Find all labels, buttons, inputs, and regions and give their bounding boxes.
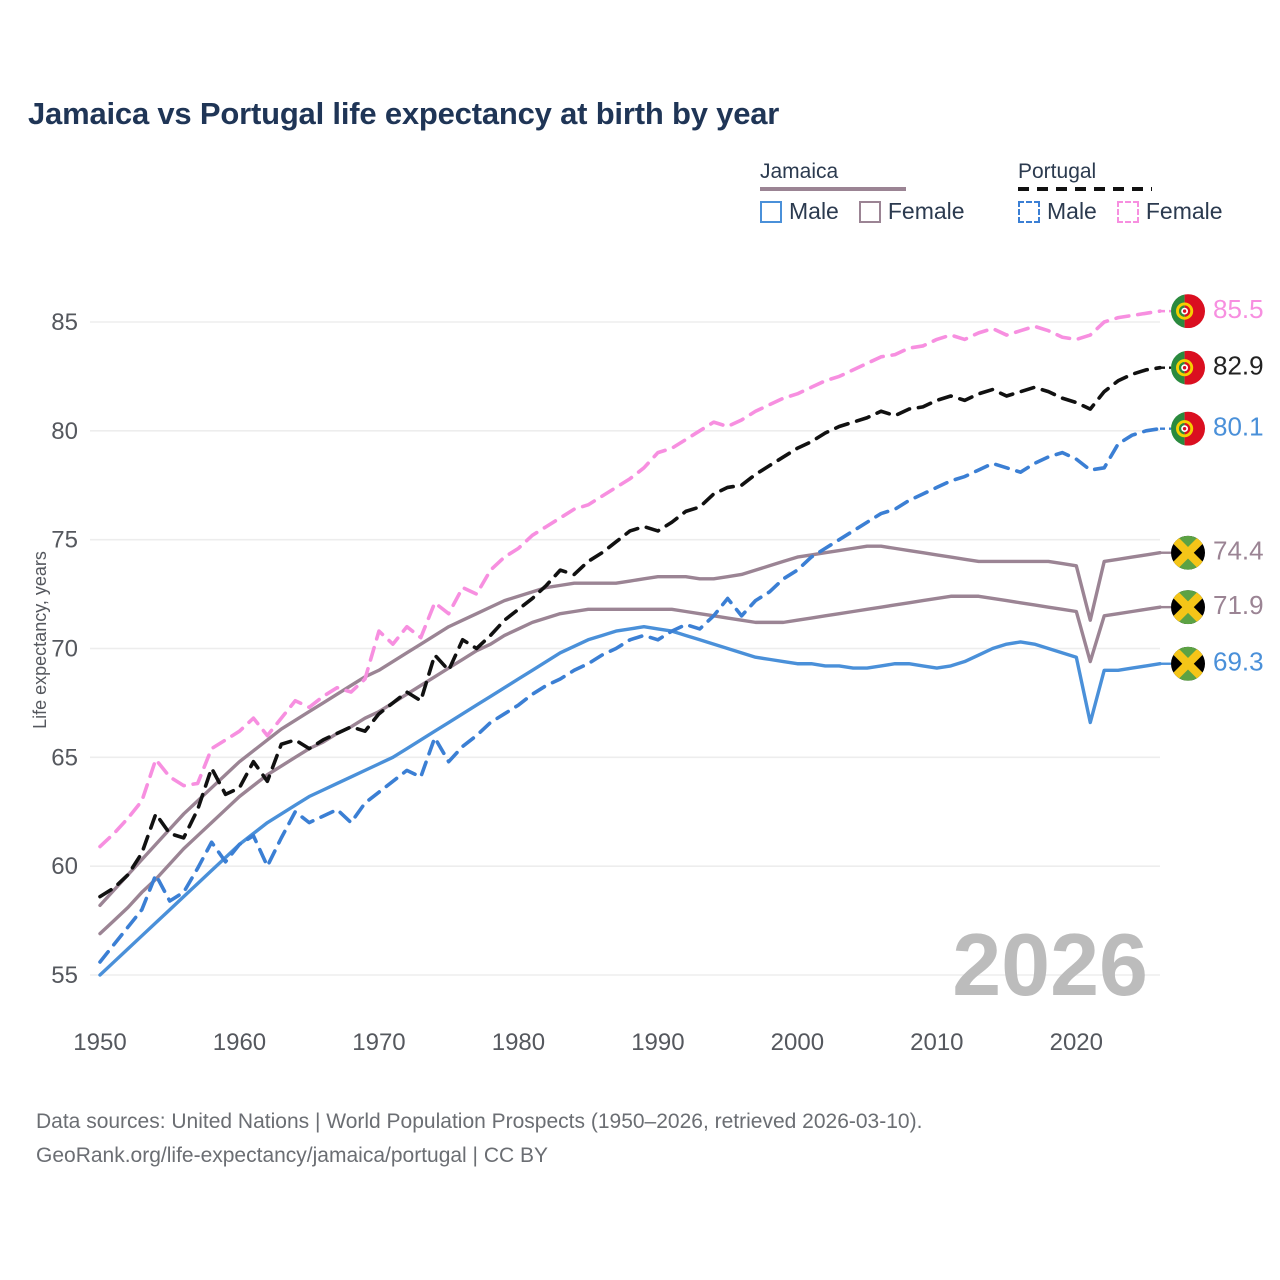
y-axis-title: Life expectancy, years bbox=[30, 551, 50, 729]
x-axis-tick-label: 2000 bbox=[771, 1029, 824, 1056]
legend-item-jamaica-female[interactable]: Female bbox=[858, 198, 965, 225]
x-axis-tick-label: 1990 bbox=[631, 1029, 684, 1056]
jamaica-flag-icon bbox=[1171, 535, 1205, 570]
legend-group-title-jamaica: Jamaica bbox=[760, 160, 839, 183]
end-label-value: 80.1 bbox=[1213, 412, 1264, 442]
x-axis-tick-label: 2010 bbox=[910, 1029, 963, 1056]
y-axis-tick-label: 65 bbox=[51, 744, 78, 771]
series-line-jamaica-female bbox=[98, 594, 1162, 936]
y-axis-tick-label: 80 bbox=[51, 418, 78, 445]
legend-group-portugal: Portugal Male Female bbox=[1018, 160, 1223, 224]
gridlines bbox=[90, 321, 1160, 976]
series-line-portugal-male bbox=[98, 426, 1162, 964]
end-label-marker: 85.5 bbox=[1160, 294, 1264, 329]
end-label-value: 85.5 bbox=[1213, 294, 1264, 324]
end-label-marker: 82.9 bbox=[1160, 351, 1264, 385]
legend-label-portugal-female: Female bbox=[1145, 198, 1223, 224]
end-label-value: 71.9 bbox=[1213, 590, 1264, 620]
series-line-jamaica-female-upper bbox=[98, 544, 1162, 908]
y-axis-tick-label: 70 bbox=[51, 636, 78, 663]
series-line-portugal-male-upper bbox=[98, 365, 1162, 899]
series-line-portugal-female bbox=[98, 309, 1162, 849]
y-axis-tick-label: 55 bbox=[51, 962, 78, 989]
end-label-marker: 80.1 bbox=[1160, 412, 1264, 446]
y-axis-tick-label: 60 bbox=[51, 853, 78, 880]
legend-swatch-icon-jamaica-male bbox=[760, 200, 782, 223]
legend-items-jamaica: Male Female bbox=[760, 198, 965, 225]
series-lines bbox=[98, 309, 1162, 977]
jamaica-flag-icon bbox=[1171, 646, 1205, 681]
jamaica-flag-icon bbox=[1171, 590, 1205, 625]
end-label-marker: 69.3 bbox=[1160, 647, 1264, 681]
legend-rule-jamaica bbox=[760, 187, 906, 191]
legend: Jamaica Male Female Portugal Male bbox=[760, 160, 1260, 246]
x-axis-tick-label: 1950 bbox=[73, 1029, 126, 1056]
legend-item-portugal-male[interactable]: Male bbox=[1018, 198, 1097, 225]
legend-item-jamaica-male[interactable]: Male bbox=[760, 198, 839, 225]
footer-attribution-line[interactable]: GeoRank.org/life-expectancy/jamaica/port… bbox=[36, 1144, 549, 1168]
legend-items-portugal: Male Female bbox=[1018, 198, 1223, 225]
legend-label-jamaica-female: Female bbox=[887, 198, 965, 224]
page-title: Jamaica vs Portugal life expectancy at b… bbox=[28, 96, 780, 131]
legend-label-jamaica-male: Male bbox=[789, 198, 839, 224]
x-axis-tick-label: 2020 bbox=[1050, 1029, 1103, 1056]
footer: Data sources: United Nations | World Pop… bbox=[36, 1105, 1236, 1173]
end-labels: 85.5 82.9 80.1 74.4 71.9 69.3 bbox=[1160, 294, 1264, 681]
x-axis-tick-label: 1980 bbox=[492, 1029, 545, 1056]
footer-sources-line: Data sources: United Nations | World Pop… bbox=[36, 1110, 923, 1133]
legend-swatch-icon-portugal-female bbox=[1116, 200, 1139, 223]
y-axis-tick-labels: 55 60 65 70 75 80 85 bbox=[51, 309, 78, 989]
x-axis-tick-label: 1960 bbox=[213, 1029, 266, 1056]
x-axis-tick-labels: 1950 1960 1970 1980 1990 2000 2010 2020 bbox=[73, 1029, 1103, 1056]
y-axis-tick-label: 75 bbox=[51, 527, 78, 554]
legend-rule-portugal bbox=[1018, 187, 1152, 191]
end-label-value: 82.9 bbox=[1213, 351, 1264, 381]
end-label-value: 74.4 bbox=[1213, 536, 1264, 566]
end-label-value: 69.3 bbox=[1213, 647, 1264, 677]
legend-group-jamaica: Jamaica Male Female bbox=[760, 160, 965, 224]
legend-item-portugal-female[interactable]: Female bbox=[1116, 198, 1223, 225]
end-label-marker: 74.4 bbox=[1160, 536, 1264, 570]
legend-group-title-portugal: Portugal bbox=[1018, 160, 1097, 183]
legend-swatch-icon-jamaica-female bbox=[858, 200, 881, 223]
end-label-marker: 71.9 bbox=[1160, 590, 1264, 625]
portugal-flag-icon bbox=[1171, 411, 1205, 446]
legend-swatch-icon-portugal-male bbox=[1018, 200, 1040, 223]
portugal-flag-icon bbox=[1171, 350, 1205, 385]
series-line-jamaica-male bbox=[98, 625, 1162, 977]
legend-label-portugal-male: Male bbox=[1047, 198, 1097, 224]
y-axis-tick-label: 85 bbox=[51, 309, 78, 336]
x-axis-tick-label: 1970 bbox=[352, 1029, 405, 1056]
portugal-flag-icon bbox=[1171, 294, 1205, 329]
year-watermark: 2026 bbox=[952, 915, 1148, 1014]
